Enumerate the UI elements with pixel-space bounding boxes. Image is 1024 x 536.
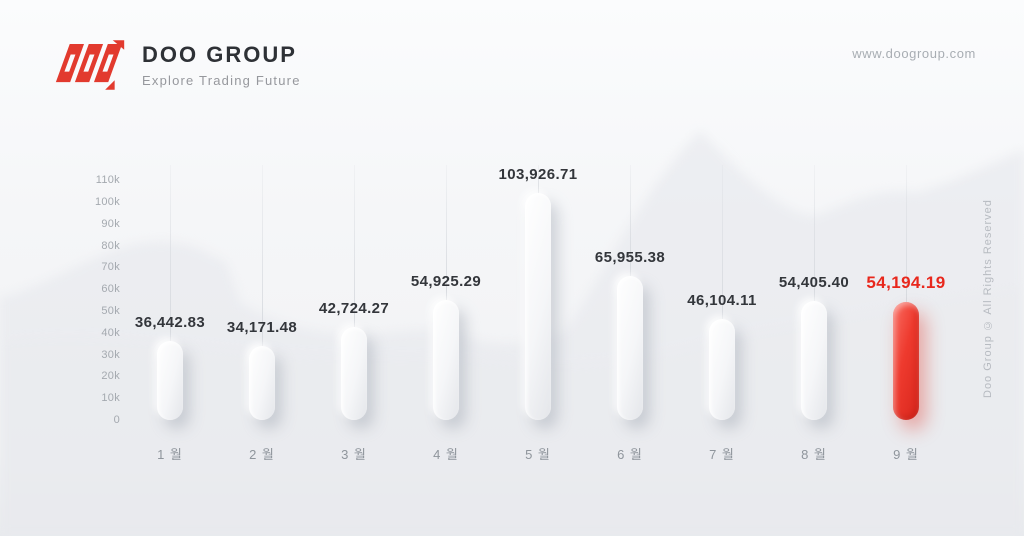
column-guide-line xyxy=(630,165,631,277)
x-axis-month-label: 6 월 xyxy=(617,447,643,462)
y-axis-tick-label: 70k xyxy=(101,261,120,274)
x-axis-month-label: 4 월 xyxy=(433,447,459,462)
bar-highlighted xyxy=(893,301,919,420)
x-axis-month-label: 1 월 xyxy=(157,447,183,462)
brand-tagline: Explore Trading Future xyxy=(142,73,301,88)
column-guide-line xyxy=(354,165,355,327)
y-axis-tick-label: 60k xyxy=(101,283,120,296)
brand-logo: DOO GROUP Explore Trading Future xyxy=(48,38,301,92)
column-guide-line xyxy=(170,165,171,341)
column-guide-line xyxy=(262,165,263,346)
bar-value-label: 46,104.11 xyxy=(687,292,757,310)
bar xyxy=(709,319,735,420)
y-axis-tick-label: 50k xyxy=(101,305,120,317)
y-axis-tick-label: 30k xyxy=(101,348,120,361)
x-axis-month-label: 7 월 xyxy=(709,447,735,462)
y-axis-tick-label: 110k xyxy=(95,174,120,187)
bar-value-label: 36,442.83 xyxy=(134,313,206,331)
doo-logo-icon xyxy=(55,40,125,90)
brand-name: DOO GROUP xyxy=(142,42,297,67)
column-guide-line xyxy=(538,165,539,194)
bar-value-label: 42,724.27 xyxy=(318,299,390,317)
bar xyxy=(249,345,275,420)
column-guide-line xyxy=(814,165,815,302)
bar-value-label: 54,925.29 xyxy=(410,273,482,291)
x-axis-month-label: 8 월 xyxy=(801,447,827,462)
bar xyxy=(433,300,459,420)
y-axis-tick-label: 100k xyxy=(94,196,120,208)
bar-value-label: 34,171.48 xyxy=(226,318,298,336)
x-axis-month-label: 3 월 xyxy=(341,447,367,462)
bar xyxy=(341,326,367,420)
bar-value-label: 103,926.71 xyxy=(498,166,578,184)
bar xyxy=(617,276,643,420)
y-axis-tick-label: 80k xyxy=(101,239,120,252)
bar-value-label: 54,405.40 xyxy=(778,274,850,292)
bar xyxy=(157,340,183,420)
brand-text: DOO GROUP Explore Trading Future xyxy=(142,42,301,88)
x-axis-month-label: 2 월 xyxy=(249,447,275,462)
y-axis-tick-label: 40k xyxy=(101,326,120,339)
y-axis-tick-label: 20k xyxy=(101,370,120,383)
column-guide-line xyxy=(446,165,447,301)
column-guide-line xyxy=(722,165,723,320)
bar-value-label: 65,955.38 xyxy=(594,249,666,267)
y-axis-tick-label: 90k xyxy=(101,217,120,230)
bar xyxy=(525,193,551,420)
website-url: www.doogroup.com xyxy=(852,46,976,61)
y-axis-tick-label: 10k xyxy=(101,392,120,405)
x-axis-month-label: 5 월 xyxy=(525,447,551,462)
x-axis-month-label: 9 월 xyxy=(893,447,919,462)
column-guide-line xyxy=(906,165,907,302)
bar-value-label: 54,194.19 xyxy=(866,272,946,292)
bar xyxy=(801,301,827,420)
y-axis-tick-label: 0 xyxy=(113,414,120,426)
